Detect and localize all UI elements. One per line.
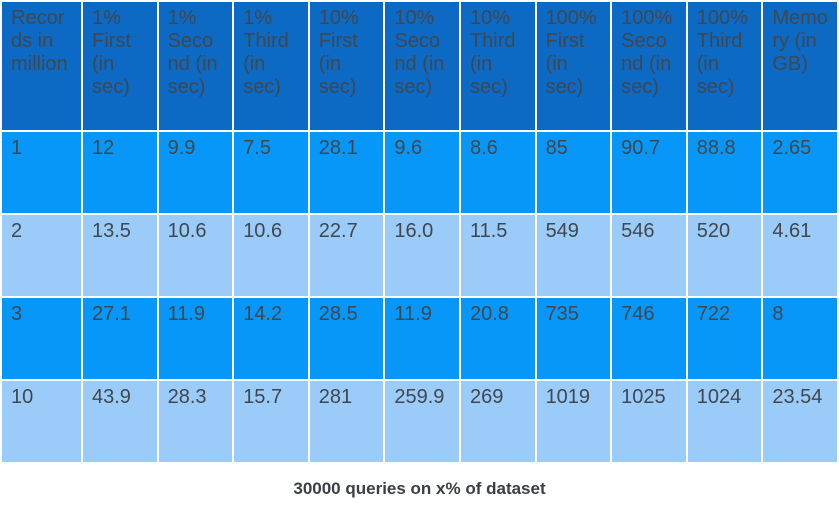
table-cell: 2.65	[763, 132, 837, 213]
table-cell: 90.7	[612, 132, 686, 213]
table-body: 1 12 9.9 7.5 28.1 9.6 8.6 85 90.7 88.8 2.65 2 13.5 10…	[2, 132, 837, 462]
table-cell: 8	[763, 298, 837, 379]
table-cell: 11.5	[460, 215, 535, 296]
table-cell: 88.8	[687, 132, 762, 213]
table-cell: 12	[83, 132, 157, 213]
table-cell: 281	[309, 381, 384, 462]
table-cell: 28.3	[158, 381, 233, 462]
table-cell: 269	[460, 381, 535, 462]
table-row: 2 13.5 10.6 10.6 22.7 16.0 11.5 549 546 520 4.61	[2, 215, 837, 296]
column-header: 100% First (in sec)	[536, 2, 611, 130]
column-header: 100% Second (in sec)	[612, 2, 686, 130]
table-cell: 28.1	[309, 132, 384, 213]
table-cell: 7.5	[234, 132, 308, 213]
table-cell: 13.5	[83, 215, 157, 296]
table-cell: 27.1	[83, 298, 157, 379]
table-cell: 10.6	[158, 215, 233, 296]
header-row: Records in million 1% First (in sec) 1% Se…	[2, 2, 837, 130]
table-row: 1 12 9.9 7.5 28.1 9.6 8.6 85 90.7 88.8 2.65	[2, 132, 837, 213]
benchmark-table: Records in million 1% First (in sec) 1% Se…	[0, 0, 839, 464]
table-cell: 549	[536, 215, 611, 296]
table-cell: 259.9	[385, 381, 459, 462]
table-cell: 520	[687, 215, 762, 296]
column-header: Records in million	[2, 2, 81, 130]
table-cell: 722	[687, 298, 762, 379]
table-cell: 23.54	[763, 381, 837, 462]
table-caption: 30000 queries on x% of dataset	[293, 479, 546, 498]
table-cell: 16.0	[385, 215, 459, 296]
column-header: 100% Third (in sec)	[687, 2, 762, 130]
table-cell: 9.6	[385, 132, 459, 213]
table-cell: 10	[2, 381, 81, 462]
table-cell: 85	[536, 132, 611, 213]
column-header: 10% Second (in sec)	[385, 2, 459, 130]
column-header: 1% First (in sec)	[83, 2, 157, 130]
table-row: 3 27.1 11.9 14.2 28.5 11.9 20.8 735 746 722 8	[2, 298, 837, 379]
table-cell: 1019	[536, 381, 611, 462]
column-header: 10% Third (in sec)	[460, 2, 535, 130]
table-cell: 10.6	[234, 215, 308, 296]
table-cell: 15.7	[234, 381, 308, 462]
column-header: Memory (in GB)	[763, 2, 837, 130]
table-cell: 11.9	[158, 298, 233, 379]
table-cell: 1025	[612, 381, 686, 462]
table-cell: 4.61	[763, 215, 837, 296]
table-cell: 8.6	[460, 132, 535, 213]
table-row: 10 43.9 28.3 15.7 281 259.9 269 1019 1025 1024 23.…	[2, 381, 837, 462]
table-head: Records in million 1% First (in sec) 1% Se…	[2, 2, 837, 130]
table-cell: 43.9	[83, 381, 157, 462]
page: Records in million 1% First (in sec) 1% Se…	[0, 0, 839, 498]
column-header: 1% Third (in sec)	[234, 2, 308, 130]
column-header: 10% First (in sec)	[309, 2, 384, 130]
table-cell: 11.9	[385, 298, 459, 379]
table-cell: 1	[2, 132, 81, 213]
table-cell: 735	[536, 298, 611, 379]
table-cell: 746	[612, 298, 686, 379]
table-cell: 2	[2, 215, 81, 296]
table-cell: 14.2	[234, 298, 308, 379]
column-header: 1% Second (in sec)	[158, 2, 233, 130]
table-cell: 28.5	[309, 298, 384, 379]
table-cell: 20.8	[460, 298, 535, 379]
table-cell: 1024	[687, 381, 762, 462]
table-cell: 9.9	[158, 132, 233, 213]
table-cell: 546	[612, 215, 686, 296]
table-cell: 3	[2, 298, 81, 379]
table-cell: 22.7	[309, 215, 384, 296]
